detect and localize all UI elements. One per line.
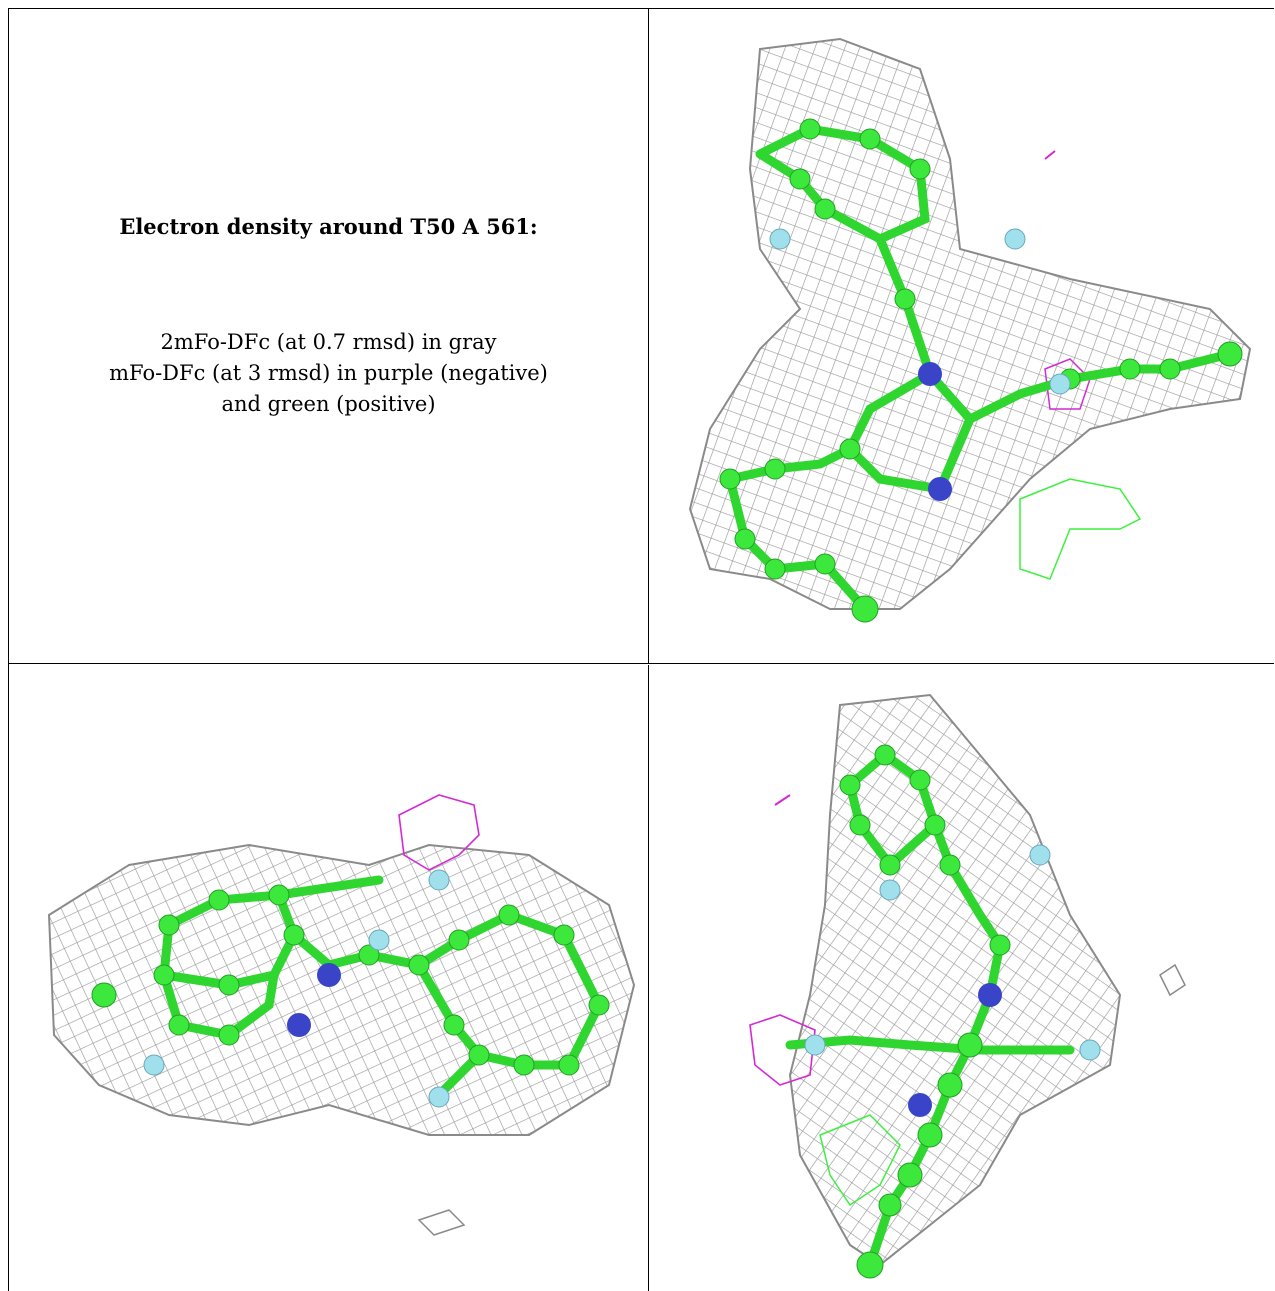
mesh-negative-purple [1044,358,1091,410]
atoms-fluorine [769,228,1071,395]
atoms-nitrogen [287,963,341,1037]
density-image-bottom-left [47,794,636,1236]
caption-line-fofc: mFo-DFc (at 3 rmsd) in purple (negative) [109,361,548,385]
mesh-2fofc [47,843,636,1136]
caption-title: Electron density around T50 A 561: [9,214,648,239]
atoms-nitrogen [918,362,952,501]
mesh-2fofc [788,693,1122,1267]
atoms-nitrogen [908,983,1002,1117]
table-divider-horizontal [8,663,1274,664]
density-panel-bottom-right [650,665,1274,1291]
table-border-top [8,8,1274,9]
caption-line-colors: and green (positive) [221,392,436,416]
caption-title-text: Electron density around T50 A 561: [119,214,538,239]
mesh-negative-purple [398,794,480,871]
atoms-carbon [91,884,610,1076]
density-image-bottom-right [749,693,1186,1279]
density-panel-bottom-left [9,665,648,1291]
caption-cell: Electron density around T50 A 561: 2mFo-… [9,9,648,663]
atoms-carbon [839,744,1011,1279]
density-panel-top-right [650,9,1274,663]
mesh-positive-green [819,1114,901,1207]
mesh-2fofc [688,37,1252,610]
table-divider-vertical-top [648,8,649,663]
caption-description: 2mFo-DFc (at 0.7 rmsd) in gray mFo-DFc (… [9,327,648,420]
atoms-fluorine [143,869,450,1108]
mesh-negative-purple [749,1014,816,1086]
caption-line-2fofc: 2mFo-DFc (at 0.7 rmsd) in gray [160,330,497,354]
mesh-positive-green [1019,478,1142,580]
table-border-left [8,8,9,1291]
table-divider-vertical-bottom [648,665,649,1291]
density-image-top-right [688,37,1252,623]
atoms-carbon [719,118,1243,623]
atoms-fluorine [804,844,1101,1061]
